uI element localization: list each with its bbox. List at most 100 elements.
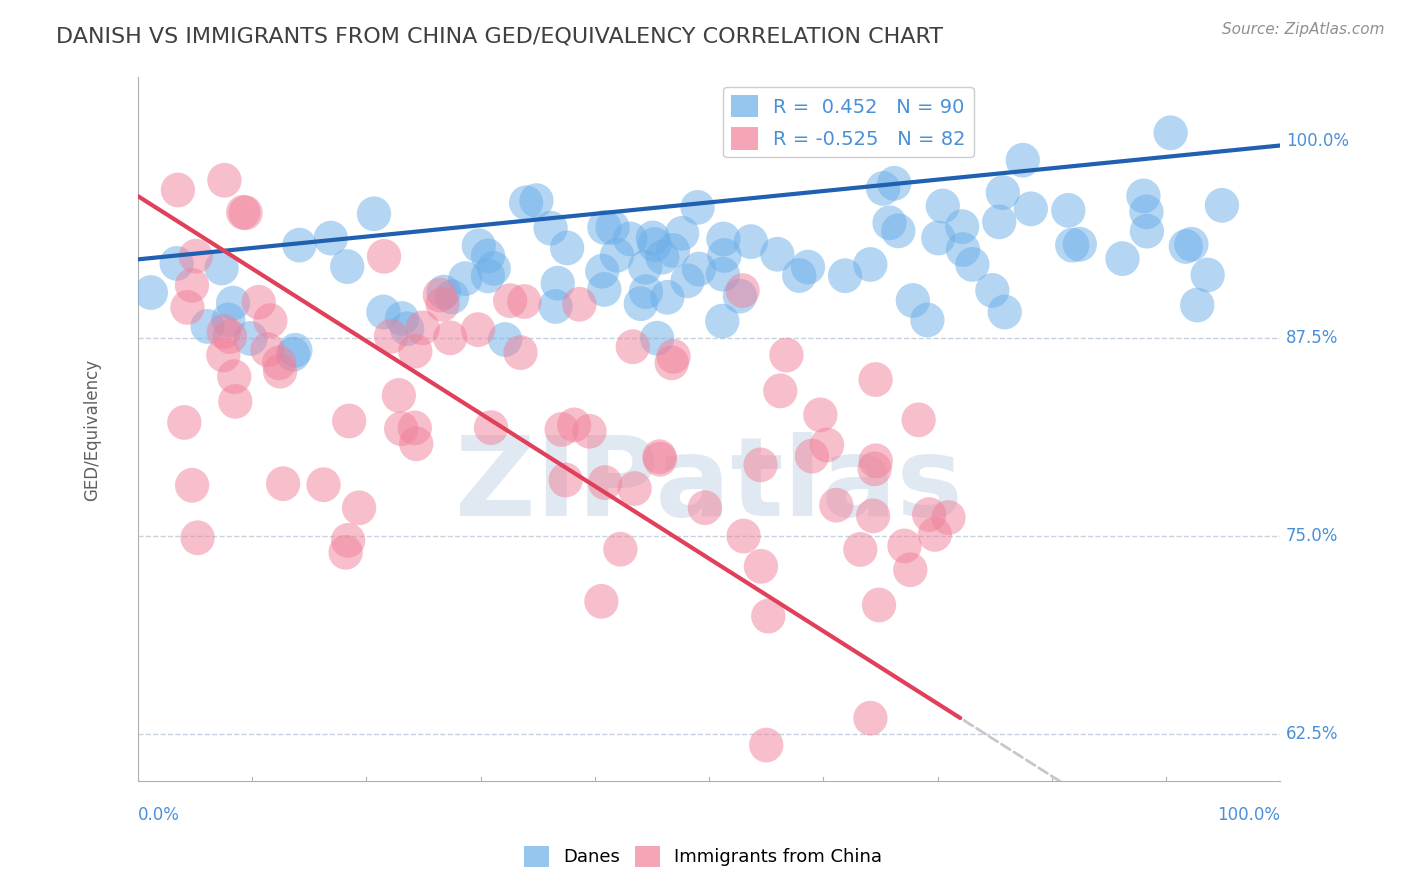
- Ellipse shape: [471, 259, 505, 293]
- Ellipse shape: [471, 238, 505, 273]
- Legend: Danes, Immigrants from China: Danes, Immigrants from China: [516, 838, 890, 874]
- Ellipse shape: [588, 272, 621, 307]
- Text: Source: ZipAtlas.com: Source: ZipAtlas.com: [1222, 22, 1385, 37]
- Ellipse shape: [385, 301, 419, 336]
- Ellipse shape: [180, 520, 215, 555]
- Ellipse shape: [190, 309, 225, 343]
- Ellipse shape: [682, 252, 716, 286]
- Ellipse shape: [307, 467, 340, 502]
- Ellipse shape: [276, 337, 311, 372]
- Ellipse shape: [544, 412, 579, 447]
- Ellipse shape: [603, 532, 637, 566]
- Ellipse shape: [585, 254, 620, 289]
- Ellipse shape: [887, 529, 921, 564]
- Ellipse shape: [706, 221, 741, 256]
- Ellipse shape: [987, 294, 1022, 329]
- Ellipse shape: [671, 263, 704, 298]
- Ellipse shape: [519, 183, 554, 218]
- Ellipse shape: [533, 211, 568, 245]
- Ellipse shape: [636, 220, 671, 255]
- Ellipse shape: [1153, 115, 1188, 150]
- Ellipse shape: [650, 280, 685, 315]
- Text: 75.0%: 75.0%: [1286, 527, 1339, 545]
- Ellipse shape: [1052, 193, 1085, 227]
- Ellipse shape: [461, 228, 496, 263]
- Ellipse shape: [853, 247, 887, 282]
- Ellipse shape: [910, 302, 945, 337]
- Ellipse shape: [217, 285, 250, 320]
- Ellipse shape: [657, 339, 690, 374]
- Ellipse shape: [588, 466, 621, 500]
- Ellipse shape: [332, 403, 367, 438]
- Ellipse shape: [477, 251, 510, 285]
- Ellipse shape: [844, 532, 877, 566]
- Ellipse shape: [1180, 287, 1215, 322]
- Ellipse shape: [423, 277, 457, 312]
- Ellipse shape: [134, 275, 167, 310]
- Ellipse shape: [955, 247, 990, 282]
- Ellipse shape: [853, 701, 887, 736]
- Ellipse shape: [1054, 227, 1090, 262]
- Ellipse shape: [810, 427, 844, 462]
- Ellipse shape: [734, 224, 768, 259]
- Ellipse shape: [912, 497, 946, 532]
- Ellipse shape: [405, 310, 440, 345]
- Ellipse shape: [588, 210, 621, 244]
- Ellipse shape: [749, 728, 783, 763]
- Ellipse shape: [628, 250, 662, 285]
- Ellipse shape: [217, 359, 252, 394]
- Ellipse shape: [859, 362, 893, 397]
- Ellipse shape: [763, 374, 797, 409]
- Ellipse shape: [233, 321, 267, 356]
- Ellipse shape: [986, 175, 1019, 210]
- Text: DANISH VS IMMIGRANTS FROM CHINA GED/EQUIVALENCY CORRELATION CHART: DANISH VS IMMIGRANTS FROM CHINA GED/EQUI…: [56, 27, 943, 46]
- Ellipse shape: [866, 171, 900, 206]
- Ellipse shape: [859, 443, 893, 478]
- Ellipse shape: [557, 408, 592, 442]
- Ellipse shape: [744, 549, 778, 583]
- Ellipse shape: [434, 279, 470, 314]
- Ellipse shape: [426, 287, 460, 322]
- Ellipse shape: [494, 283, 527, 318]
- Ellipse shape: [1005, 143, 1040, 178]
- Ellipse shape: [159, 246, 194, 281]
- Ellipse shape: [398, 334, 433, 368]
- Ellipse shape: [706, 257, 740, 292]
- Ellipse shape: [266, 467, 301, 501]
- Ellipse shape: [782, 258, 817, 293]
- Ellipse shape: [893, 552, 928, 587]
- Ellipse shape: [637, 227, 672, 262]
- Ellipse shape: [426, 275, 461, 310]
- Ellipse shape: [1191, 258, 1225, 293]
- Ellipse shape: [856, 499, 890, 533]
- Ellipse shape: [624, 286, 658, 321]
- Ellipse shape: [858, 451, 891, 486]
- Ellipse shape: [433, 320, 467, 355]
- Ellipse shape: [877, 166, 911, 201]
- Ellipse shape: [1129, 194, 1164, 229]
- Ellipse shape: [509, 186, 543, 220]
- Ellipse shape: [207, 337, 240, 372]
- Ellipse shape: [828, 259, 862, 293]
- Ellipse shape: [366, 294, 401, 329]
- Ellipse shape: [1105, 241, 1140, 276]
- Ellipse shape: [503, 335, 537, 370]
- Text: GED/Equivalency: GED/Equivalency: [83, 359, 101, 500]
- Ellipse shape: [342, 491, 377, 525]
- Ellipse shape: [1168, 229, 1204, 264]
- Ellipse shape: [357, 196, 391, 231]
- Ellipse shape: [896, 283, 929, 318]
- Ellipse shape: [207, 314, 240, 349]
- Ellipse shape: [655, 233, 690, 268]
- Ellipse shape: [761, 237, 794, 272]
- Ellipse shape: [707, 238, 741, 273]
- Ellipse shape: [389, 311, 425, 346]
- Ellipse shape: [1126, 178, 1160, 213]
- Ellipse shape: [550, 230, 585, 265]
- Ellipse shape: [803, 398, 838, 433]
- Ellipse shape: [616, 329, 650, 364]
- Ellipse shape: [218, 384, 253, 419]
- Text: ZIPatlas: ZIPatlas: [456, 433, 963, 540]
- Ellipse shape: [226, 194, 260, 229]
- Ellipse shape: [882, 213, 915, 248]
